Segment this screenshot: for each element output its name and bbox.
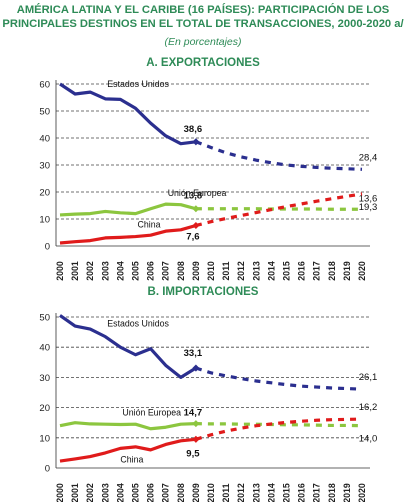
y-tick-label: 50 <box>39 313 50 324</box>
series-projection-0 <box>195 366 363 391</box>
x-tick-label: 2019 <box>342 483 352 502</box>
series-projection-0 <box>195 140 363 171</box>
series-line-1 <box>59 421 196 431</box>
series-marker-2009 <box>192 364 200 372</box>
y-tick-label: 40 <box>39 343 50 354</box>
series-line-2 <box>59 437 197 463</box>
x-tick-label: 2009 <box>191 483 201 502</box>
data-label-2009: 33,1 <box>184 348 203 359</box>
y-tick-label: 20 <box>39 188 50 199</box>
series-line-0 <box>59 314 197 380</box>
data-label-2009: 9,5 <box>186 448 200 459</box>
series-name-label: Estados Unidos <box>107 79 169 89</box>
series-projection-2 <box>195 417 363 441</box>
x-tick-label: 2011 <box>221 261 231 280</box>
x-tick-label: 2010 <box>206 483 216 502</box>
x-tick-label: 2016 <box>297 261 307 281</box>
x-tick-label: 2018 <box>327 483 337 502</box>
data-label-2009: 13,8 <box>184 191 203 202</box>
x-tick-label: 2009 <box>191 261 201 281</box>
series-name-label: China <box>120 454 143 464</box>
exports-chart: 0 10 20 30 40 50 60 2000 2001 2002 2003 2004 2005 200… <box>39 79 378 281</box>
x-tick-label: 2001 <box>70 483 80 502</box>
x-tick-label: 2000 <box>55 261 65 281</box>
x-tick-label: 2014 <box>266 261 276 281</box>
y-tick-label: 10 <box>39 215 50 226</box>
imports-chart: 0 10 20 30 40 50 2000 2001 2002 2003 2004 2005 2006 2… <box>39 313 378 502</box>
y-tick-label: 0 <box>45 464 50 475</box>
y-tick-label: 20 <box>39 403 50 414</box>
x-tick-label: 2013 <box>251 483 261 502</box>
y-tick-label: 10 <box>39 433 50 444</box>
x-tick-label: 2015 <box>282 261 292 281</box>
series-projection-1 <box>195 422 363 428</box>
series-marker-2009 <box>192 221 200 230</box>
x-tick-label: 2005 <box>131 261 141 281</box>
data-label-2009: 14,7 <box>184 408 203 419</box>
series-marker-2009 <box>192 420 200 428</box>
data-label-2020: 16,2 <box>359 402 378 413</box>
x-tick-label: 2001 <box>70 261 80 281</box>
data-label-2020: 19,3 <box>359 202 378 213</box>
x-tick-label: 2012 <box>236 261 246 281</box>
data-label-2020: 14,0 <box>359 434 378 445</box>
x-tick-label: 2002 <box>85 483 95 502</box>
x-tick-label: 2006 <box>146 261 156 281</box>
chart-subtitle: (En porcentajes) <box>164 36 242 48</box>
x-tick-label: 2008 <box>176 483 186 502</box>
x-tick-label: 2002 <box>85 261 95 281</box>
data-label-2009: 38,6 <box>184 124 203 135</box>
x-tick-label: 2020 <box>357 261 367 281</box>
x-tick-label: 2014 <box>266 483 276 502</box>
y-tick-label: 50 <box>39 107 50 118</box>
x-tick-label: 2005 <box>131 483 141 502</box>
series-projection-2 <box>195 192 363 228</box>
series-marker-2009 <box>192 205 200 213</box>
y-tick-label: 30 <box>39 161 50 172</box>
x-tick-label: 2012 <box>236 483 246 502</box>
series-line-0 <box>59 82 197 146</box>
chart-title-line-2: PRINCIPALES DESTINOS EN EL TOTAL DE TRAN… <box>2 18 404 30</box>
x-tick-label: 2020 <box>357 483 367 502</box>
series-projection-1 <box>195 207 362 211</box>
x-tick-label: 2003 <box>100 483 110 502</box>
series-name-label: China <box>138 220 161 230</box>
data-label-2020: 13,6 <box>359 193 378 204</box>
x-tick-label: 2016 <box>297 483 307 502</box>
x-tick-label: 2015 <box>282 483 292 502</box>
panel-b-title: B. IMPORTACIONES <box>147 286 259 298</box>
y-tick-label: 60 <box>39 80 50 91</box>
x-tick-label: 2017 <box>312 483 322 502</box>
x-tick-label: 2011 <box>221 483 231 502</box>
x-tick-label: 2018 <box>327 261 337 281</box>
x-tick-label: 2019 <box>342 261 352 281</box>
x-tick-label: 2004 <box>115 483 125 502</box>
panel-a-title: A. EXPORTACIONES <box>146 57 260 69</box>
series-name-label: Unión Europea <box>168 188 227 198</box>
x-tick-label: 2004 <box>115 261 125 281</box>
y-tick-label: 30 <box>39 373 50 384</box>
x-tick-label: 2008 <box>176 261 186 281</box>
series-marker-2009 <box>192 138 200 146</box>
series-line-1 <box>59 202 197 217</box>
y-tick-label: 0 <box>45 242 50 253</box>
series-line-2 <box>59 223 197 245</box>
x-tick-label: 2003 <box>100 261 110 281</box>
chart-title-line-1: AMÉRICA LATINA Y EL CARIBE (16 PAÍSES): … <box>16 4 390 16</box>
data-label-2020: 26,1 <box>359 372 378 383</box>
x-tick-label: 2007 <box>161 261 171 281</box>
x-tick-label: 2013 <box>251 261 261 281</box>
x-tick-label: 2007 <box>161 483 171 502</box>
series-marker-2009 <box>192 435 200 443</box>
series-name-label: Estados Unidos <box>107 319 169 329</box>
data-label-2020: 28,4 <box>359 152 378 163</box>
y-tick-label: 40 <box>39 134 50 145</box>
series-name-label: Unión Europea <box>122 408 181 418</box>
x-tick-label: 2000 <box>55 483 65 502</box>
x-tick-label: 2006 <box>146 483 156 502</box>
x-tick-label: 2017 <box>312 261 322 281</box>
x-tick-label: 2010 <box>206 261 216 281</box>
data-label-2009: 7,6 <box>186 231 199 242</box>
